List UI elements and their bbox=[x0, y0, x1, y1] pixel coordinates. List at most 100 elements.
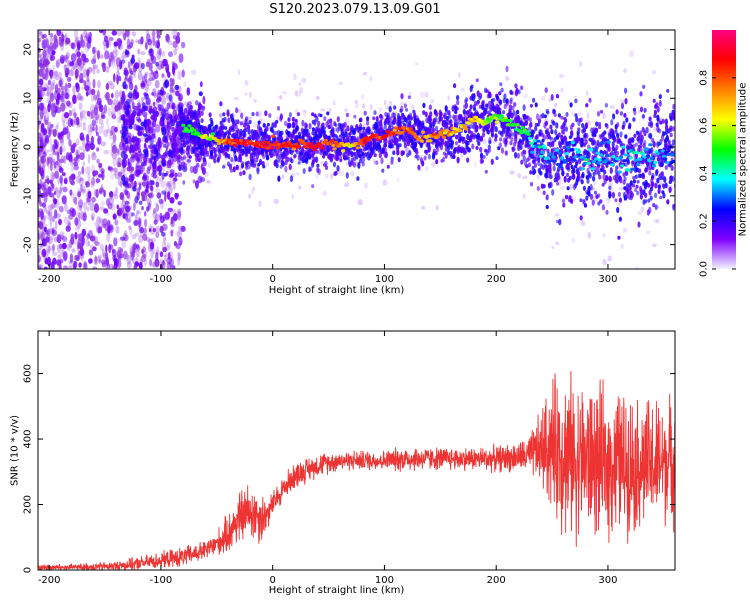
spectral-speckle bbox=[110, 102, 116, 111]
spectral-speckle bbox=[322, 190, 328, 196]
spectral-speckle bbox=[180, 41, 186, 49]
spectral-band bbox=[416, 154, 420, 161]
spectral-speckle bbox=[90, 88, 96, 96]
spectral-speckle bbox=[78, 146, 83, 151]
spectral-speckle bbox=[42, 49, 47, 60]
spectral-speckle bbox=[171, 265, 176, 269]
spectral-band bbox=[534, 102, 538, 108]
spectral-band bbox=[441, 140, 445, 146]
spectral-speckle bbox=[362, 103, 366, 109]
spectral-speckle bbox=[144, 159, 148, 166]
spectral-band bbox=[535, 134, 539, 140]
spectral-speckle bbox=[68, 214, 74, 220]
spectral-speckle bbox=[244, 92, 248, 97]
spectral-band bbox=[464, 102, 468, 109]
spectral-speckle bbox=[51, 203, 56, 209]
spectral-band bbox=[550, 94, 554, 101]
spectral-band bbox=[427, 153, 431, 160]
spectral-speckle bbox=[155, 225, 161, 234]
spectral-speckle bbox=[163, 237, 167, 245]
spectral-speckle bbox=[86, 191, 90, 200]
spectral-band bbox=[462, 136, 466, 141]
spectral-speckle bbox=[96, 147, 100, 152]
spectral-speckle bbox=[79, 132, 85, 141]
spectral-speckle bbox=[50, 203, 55, 210]
spectral-band bbox=[492, 98, 496, 102]
spectral-band bbox=[189, 105, 193, 110]
spectral-speckle bbox=[39, 64, 45, 72]
spectral-speckle bbox=[121, 199, 125, 207]
spectral-speckle bbox=[92, 46, 96, 55]
spectral-band bbox=[603, 130, 607, 135]
spectral-speckle bbox=[38, 30, 42, 38]
spectral-speckle bbox=[127, 61, 131, 69]
spectral-speckle bbox=[174, 193, 179, 200]
spectral-speckle bbox=[315, 173, 319, 179]
spectral-speckle bbox=[53, 162, 57, 169]
spectral-speckle bbox=[49, 37, 54, 43]
spectral-speckle bbox=[123, 255, 129, 262]
spectral-speckle bbox=[87, 145, 91, 152]
spectral-speckle bbox=[172, 77, 175, 87]
spectral-speckle bbox=[133, 202, 136, 212]
spectral-speckle bbox=[80, 254, 85, 262]
spectral-speckle bbox=[109, 83, 115, 90]
spectral-band bbox=[449, 119, 453, 124]
spectral-band bbox=[566, 186, 570, 191]
spectral-band bbox=[533, 162, 538, 168]
spectral-speckle bbox=[176, 38, 181, 43]
spectral-speckle bbox=[54, 209, 58, 219]
spectral-speckle bbox=[48, 245, 52, 252]
spectral-speckle bbox=[42, 52, 47, 59]
spectral-speckle bbox=[177, 70, 182, 81]
spectral-speckle bbox=[78, 262, 82, 268]
spectral-speckle bbox=[155, 251, 159, 261]
spectral-band bbox=[186, 146, 190, 152]
spectral-speckle bbox=[73, 112, 77, 118]
spectral-speckle bbox=[522, 175, 528, 180]
spectral-speckle bbox=[59, 40, 64, 47]
spectral-band bbox=[511, 106, 515, 111]
spectral-band bbox=[513, 102, 517, 107]
spectral-band bbox=[545, 194, 549, 201]
spectral-speckle bbox=[80, 33, 83, 44]
spectral-speckle bbox=[95, 93, 101, 98]
spectral-band bbox=[654, 192, 658, 198]
spectral-band bbox=[607, 145, 611, 152]
spectral-speckle bbox=[435, 205, 440, 211]
spectral-band bbox=[323, 116, 327, 122]
spectral-speckle bbox=[116, 30, 122, 37]
spectral-speckle bbox=[67, 68, 70, 75]
spectral-speckle bbox=[113, 193, 117, 198]
spectral-speckle bbox=[174, 114, 179, 121]
spectral-speckle bbox=[640, 206, 644, 213]
spectral-speckle bbox=[116, 250, 122, 259]
spectral-band bbox=[599, 199, 603, 204]
spectral-speckle bbox=[47, 204, 53, 211]
spectral-band bbox=[605, 123, 609, 129]
spectral-speckle bbox=[206, 180, 212, 185]
spectral-band bbox=[247, 128, 251, 135]
spectral-speckle bbox=[175, 243, 181, 250]
spectral-band bbox=[624, 98, 628, 105]
spectral-speckle bbox=[592, 187, 596, 191]
spectral-speckle bbox=[73, 192, 78, 197]
spectral-band bbox=[612, 113, 616, 120]
spectral-speckle bbox=[39, 167, 44, 177]
spectral-speckle bbox=[279, 95, 283, 100]
spectral-speckle bbox=[101, 170, 105, 181]
spectral-speckle bbox=[60, 155, 66, 163]
spectral-speckle bbox=[155, 232, 160, 238]
spectral-speckle bbox=[97, 89, 100, 98]
spectral-band bbox=[651, 172, 655, 178]
spectral-speckle bbox=[117, 116, 122, 124]
spectral-speckle bbox=[195, 180, 199, 189]
spectral-speckle bbox=[48, 99, 51, 108]
spectral-speckle bbox=[237, 69, 241, 76]
spectral-band bbox=[275, 119, 279, 124]
spectral-band bbox=[560, 139, 565, 145]
spectral-band bbox=[615, 144, 619, 151]
spectral-speckle bbox=[560, 87, 564, 93]
spectral-speckle bbox=[107, 202, 113, 210]
spectral-speckle bbox=[38, 78, 44, 86]
